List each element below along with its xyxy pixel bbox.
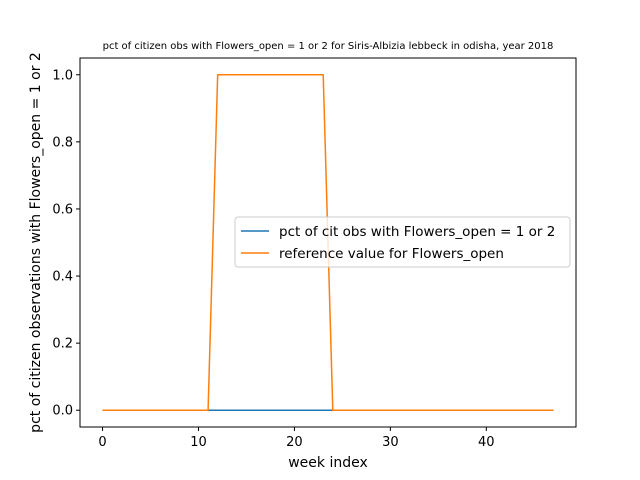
y-tick-label: 0.6 <box>52 202 73 217</box>
y-tick-label: 1.0 <box>52 68 73 83</box>
x-tick-label: 0 <box>98 435 106 450</box>
y-tick-label: 0.2 <box>52 337 73 352</box>
y-tick-label: 0.4 <box>52 270 73 285</box>
x-axis-label: week index <box>288 455 368 471</box>
x-tick-label: 20 <box>286 435 303 450</box>
y-tick-label: 0.8 <box>52 135 73 150</box>
x-axis-ticks: 0 10 20 30 40 <box>98 427 495 450</box>
x-tick-label: 10 <box>190 435 207 450</box>
legend-label-2: reference value for Flowers_open <box>279 246 504 262</box>
y-axis-ticks: 0.0 0.2 0.4 0.6 0.8 1.0 <box>52 68 80 419</box>
legend-label-1: pct of cit obs with Flowers_open = 1 or … <box>279 224 555 240</box>
chart-title: pct of citizen obs with Flowers_open = 1… <box>103 41 554 52</box>
x-tick-label: 40 <box>478 435 495 450</box>
legend-box <box>234 216 571 268</box>
x-tick-label: 30 <box>382 435 399 450</box>
y-axis-label: pct of citizen observations with Flowers… <box>28 52 44 433</box>
legend: pct of cit obs with Flowers_open = 1 or … <box>234 216 571 268</box>
plot-frame <box>79 57 577 428</box>
y-tick-label: 0.0 <box>52 404 73 419</box>
